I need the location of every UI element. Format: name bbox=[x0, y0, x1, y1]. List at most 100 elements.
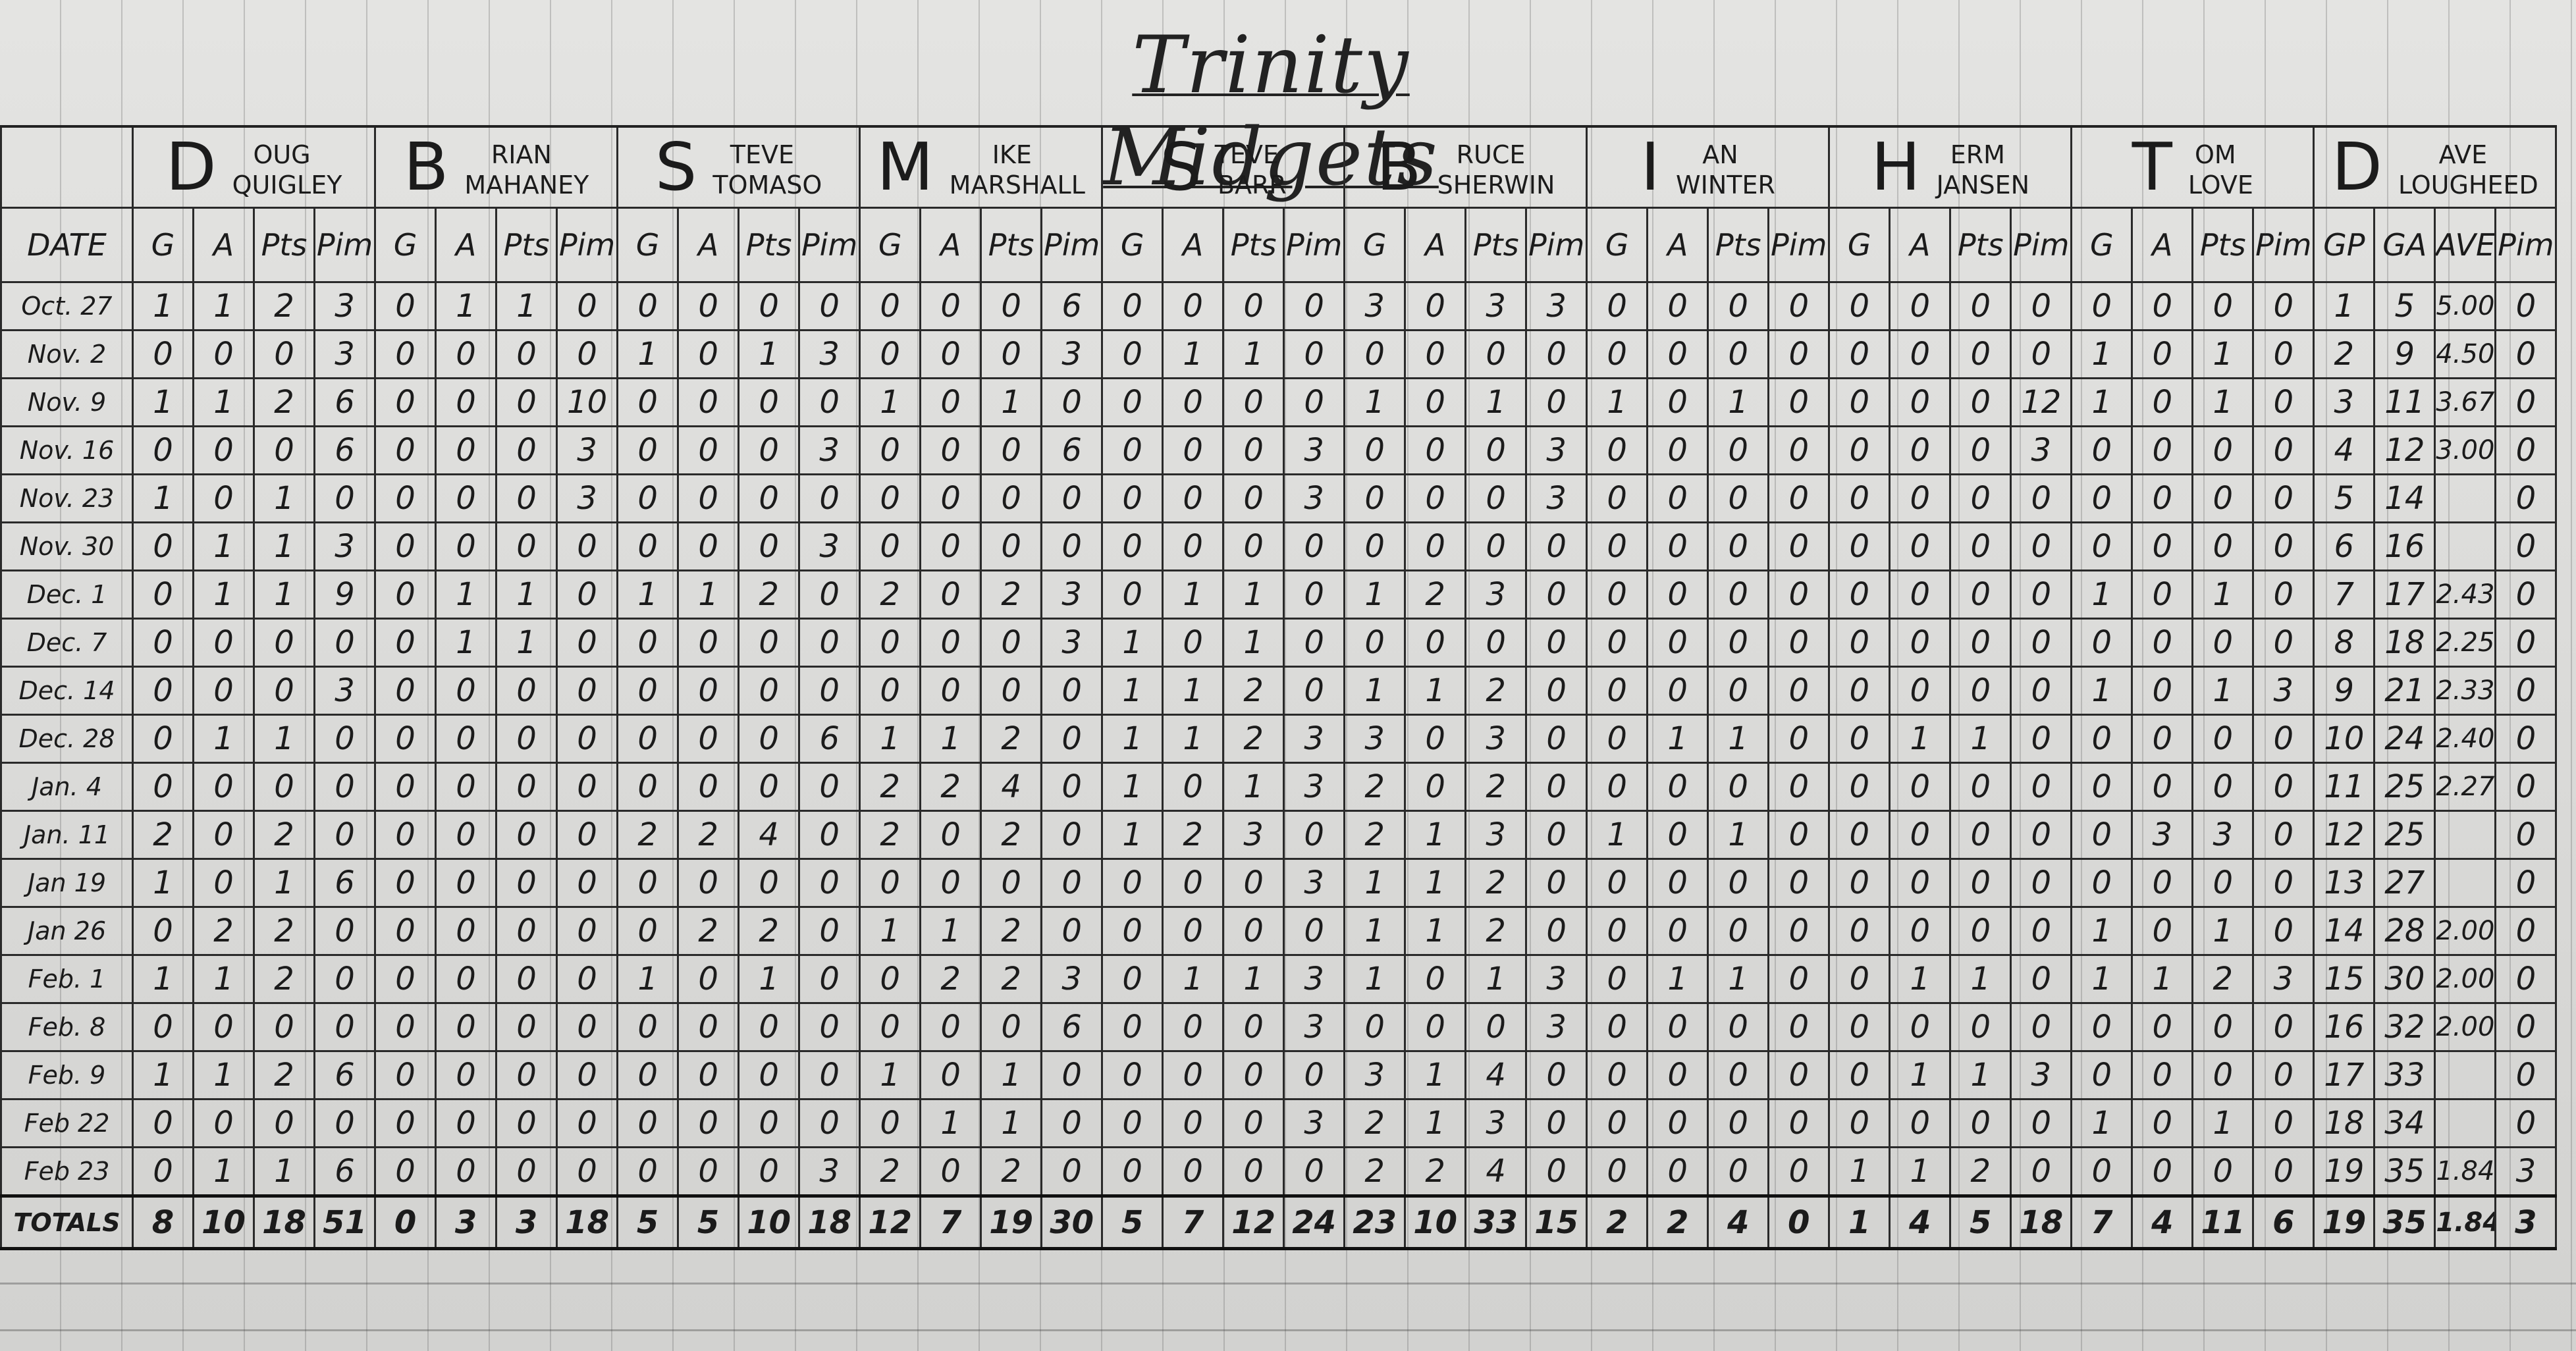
total-pim: 18 bbox=[798, 1194, 861, 1250]
stat-a: 1 bbox=[1162, 329, 1225, 379]
total-g: 5 bbox=[1101, 1194, 1164, 1250]
stat-pim: 0 bbox=[2494, 1002, 2558, 1052]
stat-pim: 0 bbox=[2252, 906, 2315, 956]
column-header-a: A bbox=[1404, 207, 1467, 283]
stat-pim: 0 bbox=[2010, 1146, 2073, 1197]
stat-pim: 0 bbox=[2252, 570, 2315, 620]
stat-pts: 1 bbox=[1222, 618, 1285, 668]
stat-a: 0 bbox=[1404, 377, 1467, 427]
stat-ga: 12 bbox=[2373, 425, 2436, 475]
column-header-a: A bbox=[677, 207, 740, 283]
stat-pts: 0 bbox=[1707, 521, 1770, 571]
game-date: Oct. 27 bbox=[0, 281, 134, 331]
stat-pts: 1 bbox=[495, 618, 558, 668]
stat-g: 0 bbox=[2070, 714, 2133, 764]
stat-pts: 0 bbox=[1949, 810, 2012, 860]
stat-a: 2 bbox=[192, 906, 255, 956]
stat-g: 0 bbox=[2070, 618, 2133, 668]
stat-g: 0 bbox=[1101, 858, 1164, 908]
stat-pim: 3 bbox=[2010, 1050, 2073, 1100]
stat-g: 0 bbox=[1828, 810, 1891, 860]
stat-g: 1 bbox=[616, 954, 680, 1004]
stat-g: 0 bbox=[374, 714, 437, 764]
first-name-rest: TEVE bbox=[730, 140, 794, 169]
stat-pts: 0 bbox=[1949, 666, 2012, 716]
stat-pts: 0 bbox=[495, 714, 558, 764]
stat-g: 1 bbox=[1101, 810, 1164, 860]
stat-g: 0 bbox=[616, 1050, 680, 1100]
name-initial: B bbox=[1376, 128, 1422, 205]
game-date: Dec. 28 bbox=[0, 714, 134, 764]
stat-a: 0 bbox=[1162, 281, 1225, 331]
stat-g: 1 bbox=[859, 714, 922, 764]
stat-pim: 0 bbox=[313, 1002, 377, 1052]
column-header-g: G bbox=[132, 207, 194, 283]
stat-pim: 0 bbox=[1040, 473, 1104, 523]
stat-ga: 25 bbox=[2373, 810, 2436, 860]
stat-pim: 6 bbox=[313, 858, 377, 908]
stat-pim: 0 bbox=[2010, 906, 2073, 956]
total-pim: 18 bbox=[556, 1194, 619, 1250]
game-date: Feb. 9 bbox=[0, 1050, 134, 1100]
stat-pts: 2 bbox=[253, 281, 315, 331]
stat-pim: 0 bbox=[1283, 1050, 1346, 1100]
stat-pts: 1 bbox=[2191, 666, 2255, 716]
stat-a: 0 bbox=[919, 1050, 982, 1100]
stat-a: 0 bbox=[1646, 858, 1709, 908]
name-text: ERM JANSEN bbox=[1926, 140, 2030, 200]
stat-pim: 0 bbox=[2010, 570, 2073, 620]
stat-g: 0 bbox=[374, 1002, 437, 1052]
stat-g: 0 bbox=[374, 666, 437, 716]
column-header-pts: Pts bbox=[253, 207, 315, 283]
stat-pts: 0 bbox=[1949, 281, 2012, 331]
total-g: 8 bbox=[132, 1194, 194, 1250]
stat-pts: 1 bbox=[253, 858, 315, 908]
column-header-pim: Pim bbox=[2252, 207, 2315, 283]
stat-gp: 16 bbox=[2313, 1002, 2376, 1052]
stat-pim: 0 bbox=[2252, 1002, 2315, 1052]
stat-pim: 3 bbox=[1525, 954, 1588, 1004]
column-header-pim: Pim bbox=[1040, 207, 1104, 283]
stat-pts: 1 bbox=[253, 1146, 315, 1197]
total-pim: 15 bbox=[1525, 1194, 1588, 1250]
stat-pim: 0 bbox=[1040, 377, 1104, 427]
stat-a: 1 bbox=[192, 1050, 255, 1100]
stat-a: 3 bbox=[2131, 810, 2194, 860]
stat-pim: 0 bbox=[2494, 858, 2558, 908]
stat-pim: 0 bbox=[1767, 1002, 1831, 1052]
stat-pts: 0 bbox=[2191, 521, 2255, 571]
stat-g: 1 bbox=[616, 329, 680, 379]
stat-ga: 28 bbox=[2373, 906, 2436, 956]
stat-pts: 1 bbox=[253, 521, 315, 571]
first-name-rest: TEVE bbox=[1214, 140, 1279, 169]
column-header-pim: Pim bbox=[2494, 207, 2558, 283]
stat-g: 1 bbox=[1101, 618, 1164, 668]
stat-pts: 2 bbox=[1949, 1146, 2012, 1197]
stat-pts: 0 bbox=[738, 1002, 801, 1052]
stat-pim: 0 bbox=[798, 666, 861, 716]
stat-pts: 2 bbox=[1464, 906, 1528, 956]
stat-a: 0 bbox=[919, 810, 982, 860]
stat-pts: 4 bbox=[980, 762, 1043, 812]
stat-gp: 5 bbox=[2313, 473, 2376, 523]
total-pts: 12 bbox=[1222, 1194, 1285, 1250]
stat-pts: 2 bbox=[980, 1146, 1043, 1197]
stat-a: 0 bbox=[2131, 1050, 2194, 1100]
total-a: 7 bbox=[1162, 1194, 1225, 1250]
stat-pim: 0 bbox=[556, 714, 619, 764]
stat-pim: 0 bbox=[798, 570, 861, 620]
game-row: Feb 23 0 1 1 6 0 0 0 0 0 0 0 3 2 0 2 0 0 0 0 0 2 2 4 0 0 0 0 0 1 1 2 0 0 0… bbox=[0, 1146, 2558, 1197]
name-text: OUG QUIGLEY bbox=[222, 140, 342, 200]
stat-g: 1 bbox=[1343, 954, 1407, 1004]
stat-g: 1 bbox=[1586, 377, 1649, 427]
stat-pim: 0 bbox=[1767, 618, 1831, 668]
name-initial: B bbox=[403, 128, 449, 205]
stat-a: 0 bbox=[192, 1002, 255, 1052]
first-name-rest: OUG bbox=[253, 140, 311, 169]
stat-pim: 3 bbox=[556, 473, 619, 523]
total-g: 5 bbox=[616, 1194, 680, 1250]
stat-g: 0 bbox=[374, 858, 437, 908]
stat-pim: 0 bbox=[798, 810, 861, 860]
stat-g: 0 bbox=[859, 329, 922, 379]
stat-pts: 0 bbox=[495, 954, 558, 1004]
